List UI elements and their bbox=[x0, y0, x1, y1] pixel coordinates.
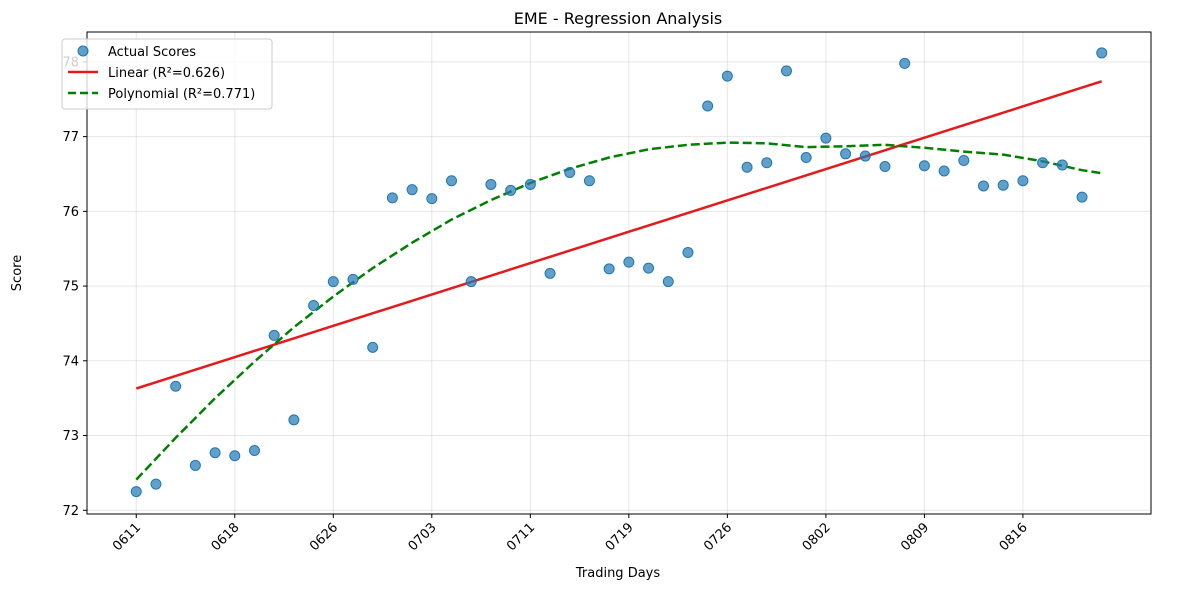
data-point bbox=[938, 165, 950, 177]
data-point bbox=[465, 276, 477, 288]
data-point bbox=[564, 166, 576, 178]
data-point bbox=[997, 179, 1009, 191]
data-point bbox=[406, 184, 418, 196]
grid-lines bbox=[87, 32, 1151, 514]
x-tick-label: 0816 bbox=[997, 520, 1031, 554]
x-tick-label: 0626 bbox=[307, 520, 341, 554]
data-point bbox=[268, 329, 280, 341]
data-point bbox=[229, 450, 241, 462]
y-axis-label: Score bbox=[10, 255, 25, 291]
data-point bbox=[327, 276, 339, 288]
data-point bbox=[721, 70, 733, 82]
data-point bbox=[859, 150, 871, 162]
x-tick-label: 0611 bbox=[110, 520, 144, 554]
linear-fit-line bbox=[135, 80, 1103, 390]
x-tick-label: 0802 bbox=[800, 520, 834, 554]
data-point bbox=[918, 160, 930, 172]
data-point bbox=[308, 300, 320, 312]
legend-label-actual-scores: Actual Scores bbox=[108, 45, 196, 60]
data-point bbox=[544, 267, 556, 279]
plot-frame bbox=[86, 31, 1152, 515]
data-point bbox=[583, 175, 595, 187]
y-axis: 72737475767778 bbox=[62, 55, 87, 519]
data-point bbox=[485, 178, 497, 190]
data-point bbox=[899, 57, 911, 69]
y-tick-label: 76 bbox=[62, 205, 79, 220]
data-point bbox=[189, 459, 201, 471]
data-point bbox=[130, 486, 142, 498]
legend: Actual Scores Linear (R²=0.626) Polynomi… bbox=[61, 38, 273, 110]
y-tick-label: 72 bbox=[62, 504, 79, 519]
data-point bbox=[248, 444, 260, 456]
data-point bbox=[820, 132, 832, 144]
chart-title: EME - Regression Analysis bbox=[514, 9, 723, 28]
data-point bbox=[524, 178, 536, 190]
x-tick-label: 0809 bbox=[898, 520, 932, 554]
y-tick-label: 73 bbox=[62, 429, 79, 444]
data-point bbox=[623, 256, 635, 268]
data-point bbox=[761, 157, 773, 169]
y-tick-label: 75 bbox=[62, 280, 79, 295]
data-point bbox=[662, 276, 674, 288]
data-point bbox=[603, 263, 615, 275]
series-layer bbox=[130, 47, 1108, 498]
data-point bbox=[780, 65, 792, 77]
legend-marker-actual-scores bbox=[77, 45, 89, 57]
data-point bbox=[1096, 47, 1108, 59]
data-point bbox=[288, 414, 300, 426]
legend-label-polynomial: Polynomial (R²=0.771) bbox=[108, 87, 255, 102]
data-point bbox=[150, 478, 162, 490]
y-tick-label: 74 bbox=[62, 354, 79, 369]
x-axis: 0611 0618 0626 0703 0711 0719 0726 0802 0809 0816 bbox=[110, 514, 1031, 554]
x-tick-label: 0703 bbox=[406, 520, 440, 554]
data-point bbox=[682, 246, 694, 258]
data-point bbox=[1056, 159, 1068, 171]
x-tick-label: 0726 bbox=[701, 520, 735, 554]
polynomial-fit-line bbox=[135, 141, 1102, 481]
data-point bbox=[209, 447, 221, 459]
data-point bbox=[1037, 157, 1049, 169]
data-point bbox=[1076, 191, 1088, 203]
data-point bbox=[702, 100, 714, 112]
data-point bbox=[386, 192, 398, 204]
legend-label-linear: Linear (R²=0.626) bbox=[108, 66, 225, 81]
data-point bbox=[505, 184, 517, 196]
legend-box bbox=[61, 38, 273, 110]
data-point bbox=[347, 273, 359, 285]
data-point bbox=[426, 193, 438, 205]
data-point bbox=[170, 380, 182, 392]
data-point bbox=[958, 155, 970, 167]
y-tick-label: 77 bbox=[62, 130, 79, 145]
data-point bbox=[879, 161, 891, 173]
data-point bbox=[800, 152, 812, 164]
data-point bbox=[1017, 175, 1029, 187]
data-point bbox=[446, 175, 458, 187]
data-point bbox=[367, 341, 379, 353]
x-tick-label: 0711 bbox=[504, 520, 538, 554]
data-point bbox=[643, 262, 655, 274]
data-point bbox=[741, 161, 753, 173]
data-point bbox=[978, 180, 990, 192]
data-point bbox=[840, 148, 852, 160]
x-tick-label: 0618 bbox=[209, 520, 243, 554]
x-axis-label: Trading Days bbox=[575, 566, 660, 581]
x-tick-label: 0719 bbox=[603, 520, 637, 554]
